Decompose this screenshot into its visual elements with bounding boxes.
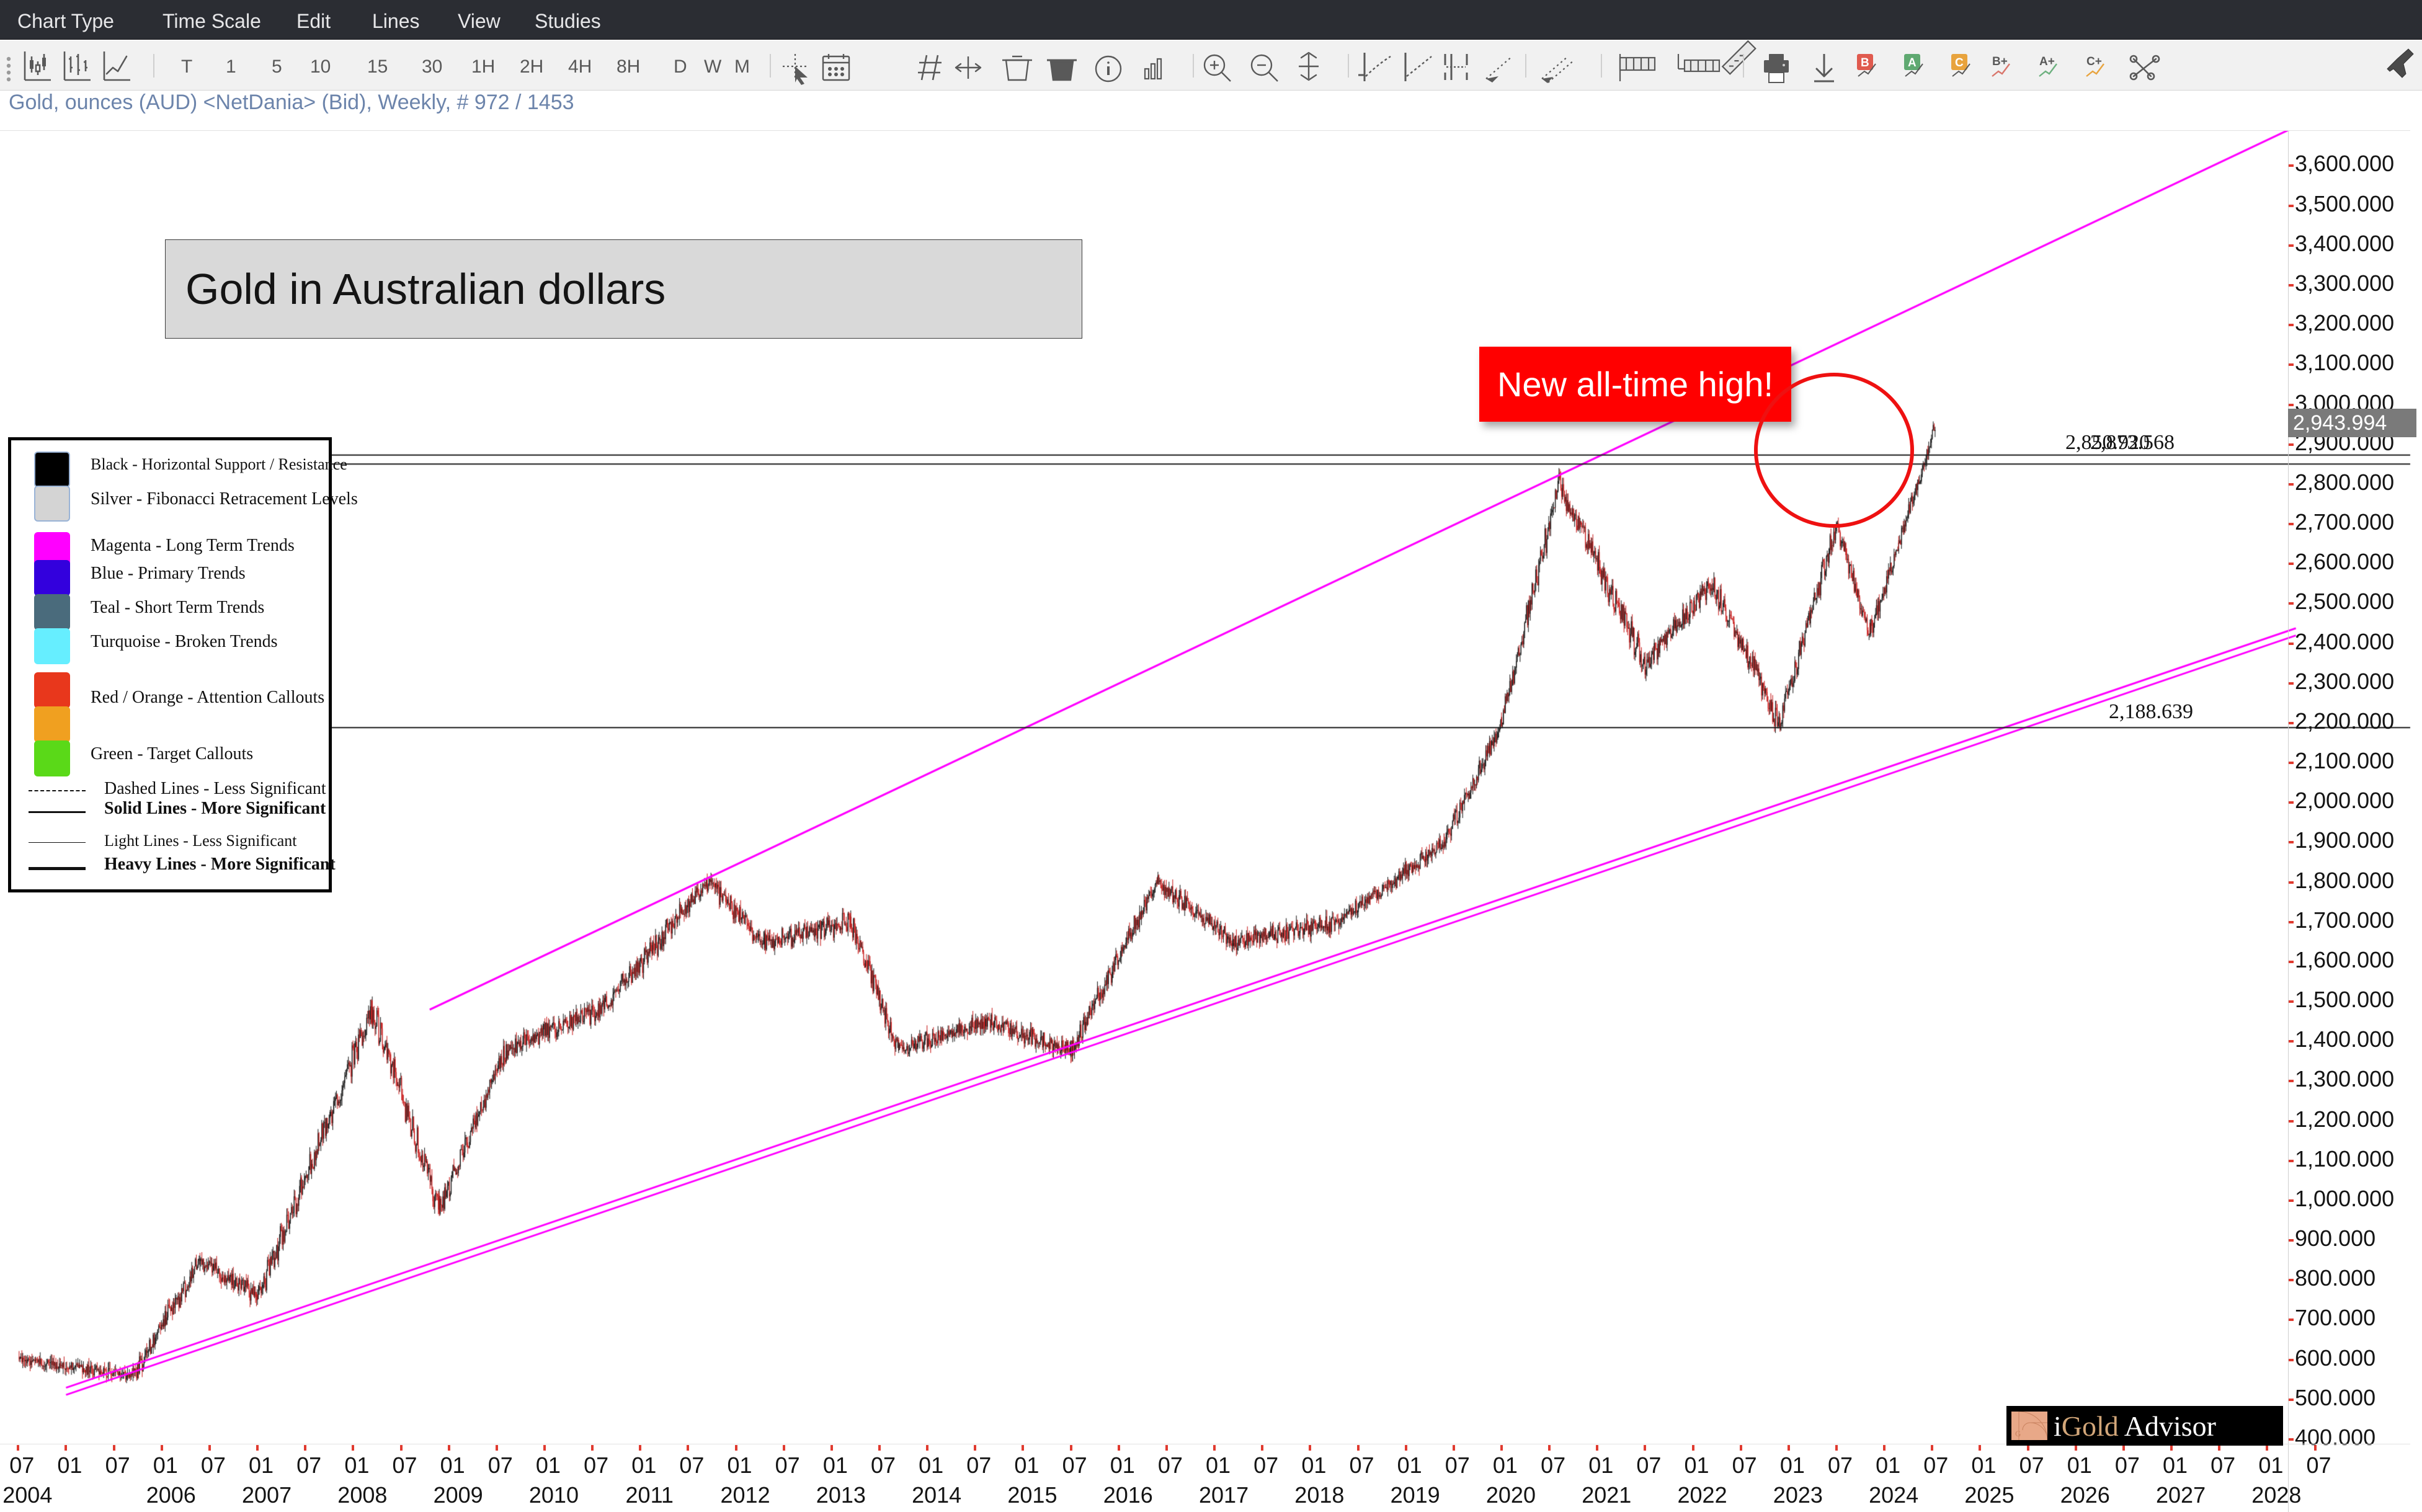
svg-text:M: M [734,56,750,77]
svg-text:1H: 1H [471,56,495,77]
svg-text:C: C [1955,56,1964,69]
svg-text:C+: C+ [2086,55,2102,68]
svg-text:15: 15 [367,56,388,77]
svg-text:8H: 8H [617,56,640,77]
svg-text:G: G [2015,1429,2021,1438]
svg-text:A: A [1908,56,1917,69]
svg-text:D: D [674,56,687,77]
svg-text:B+: B+ [1992,55,2008,68]
svg-text:A+: A+ [2039,55,2055,68]
svg-text:2H: 2H [520,56,543,77]
svg-text:30: 30 [422,56,442,77]
svg-text:W: W [704,56,722,77]
svg-text:1: 1 [226,56,236,77]
svg-text:B: B [1861,56,1869,69]
svg-text:4H: 4H [568,56,592,77]
svg-text:10: 10 [310,56,331,77]
svg-text:5: 5 [272,56,282,77]
svg-text:T: T [181,56,192,77]
